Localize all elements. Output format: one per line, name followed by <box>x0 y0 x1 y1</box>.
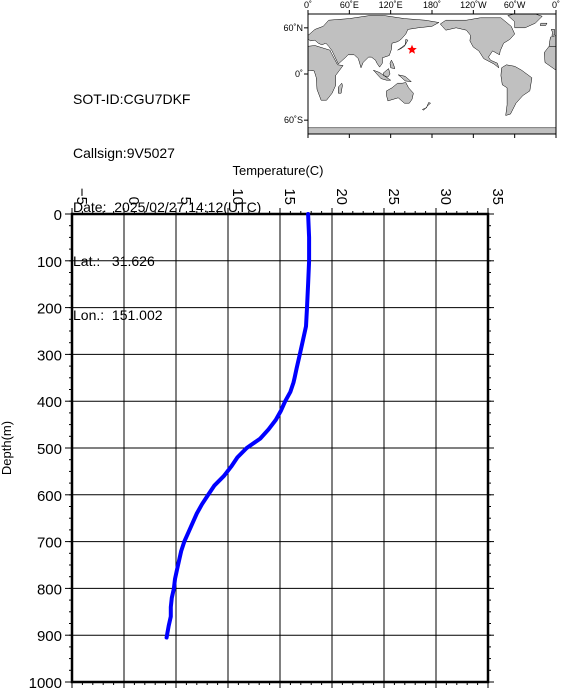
map-lon-tick-label: 0˚ <box>304 0 312 10</box>
sot-id-text: SOT-ID:CGU7DKF <box>73 91 191 107</box>
map-lon-tick-label: 60˚W <box>504 0 526 10</box>
land-mass <box>338 82 343 94</box>
map-lat-tick-label: 60˚N <box>283 23 303 33</box>
date-row: Date: 2025/02/27 14:12(UTC) <box>73 198 261 216</box>
land-mass <box>307 15 440 69</box>
y-tick-label: 0 <box>54 207 62 224</box>
plot-frame <box>70 212 490 684</box>
y-tick-label: 500 <box>37 441 62 458</box>
map-lon-tick-label: 0˚ <box>552 0 560 10</box>
land-mass <box>539 22 548 26</box>
y-tick-label: 400 <box>37 394 62 411</box>
date-value: 2025/02/27 14:12(UTC) <box>114 199 262 215</box>
land-mass <box>373 69 392 81</box>
lon-value: 151.002 <box>111 307 163 323</box>
callsign-text: Callsign:9V5027 <box>73 145 175 161</box>
lon-row: Lon.: 151.002 <box>73 306 261 324</box>
y-tick-label: 700 <box>37 535 62 552</box>
land-mass <box>307 45 344 101</box>
land-mass <box>386 82 414 104</box>
location-marker-star-icon <box>407 44 417 54</box>
y-tick-label: 300 <box>37 347 62 364</box>
y-tick-label: 600 <box>37 488 62 505</box>
map-lat-tick-label: 60˚S <box>284 115 303 125</box>
land-mass <box>389 59 396 69</box>
land-mass <box>548 35 557 47</box>
map-lon-tick-label: 180˚ <box>423 0 441 10</box>
x-tick-label: 10 <box>229 188 246 205</box>
map-lon-tick-label: 60˚E <box>340 0 359 10</box>
y-tick-label: 800 <box>37 581 62 598</box>
land-mass <box>398 74 413 83</box>
y-tick-label: 200 <box>37 301 62 318</box>
world-map: 0˚ 60˚E 120˚E 180˚ 120˚W 60˚W 0˚ 60˚N 0˚ 60˚S <box>283 0 560 138</box>
x-tick-label: 20 <box>333 188 350 205</box>
x-tick-label: 30 <box>437 188 454 205</box>
x-tick-label: 5 <box>177 197 194 205</box>
x-tick-label: 35 <box>489 188 506 205</box>
y-tick-label: 100 <box>37 254 62 271</box>
x-tick-label: −5 <box>73 188 90 205</box>
lon-label: Lon.: <box>73 307 105 323</box>
x-tick-label: 25 <box>385 188 402 205</box>
x-tick-label: 15 <box>281 188 298 205</box>
land-mass <box>421 102 432 111</box>
date-label: Date: <box>73 199 107 215</box>
map-lon-tick-label: 120˚E <box>379 0 403 10</box>
temperature-profile-line <box>164 212 312 640</box>
land-mass <box>550 29 555 36</box>
map-lon-tick-label: 120˚W <box>460 0 487 10</box>
y-axis-label: Depth(m) <box>0 421 14 475</box>
x-axis-label: Temperature(C) <box>232 163 323 178</box>
land-mass <box>500 64 533 116</box>
x-tick-label: 0 <box>125 197 142 205</box>
land-mass <box>439 17 515 69</box>
y-tick-label: 1000 <box>29 675 62 690</box>
map-lat-tick-label: 0˚ <box>295 69 303 79</box>
land-mass <box>397 39 409 51</box>
y-tick-label: 900 <box>37 628 62 645</box>
land-mass <box>382 68 391 78</box>
